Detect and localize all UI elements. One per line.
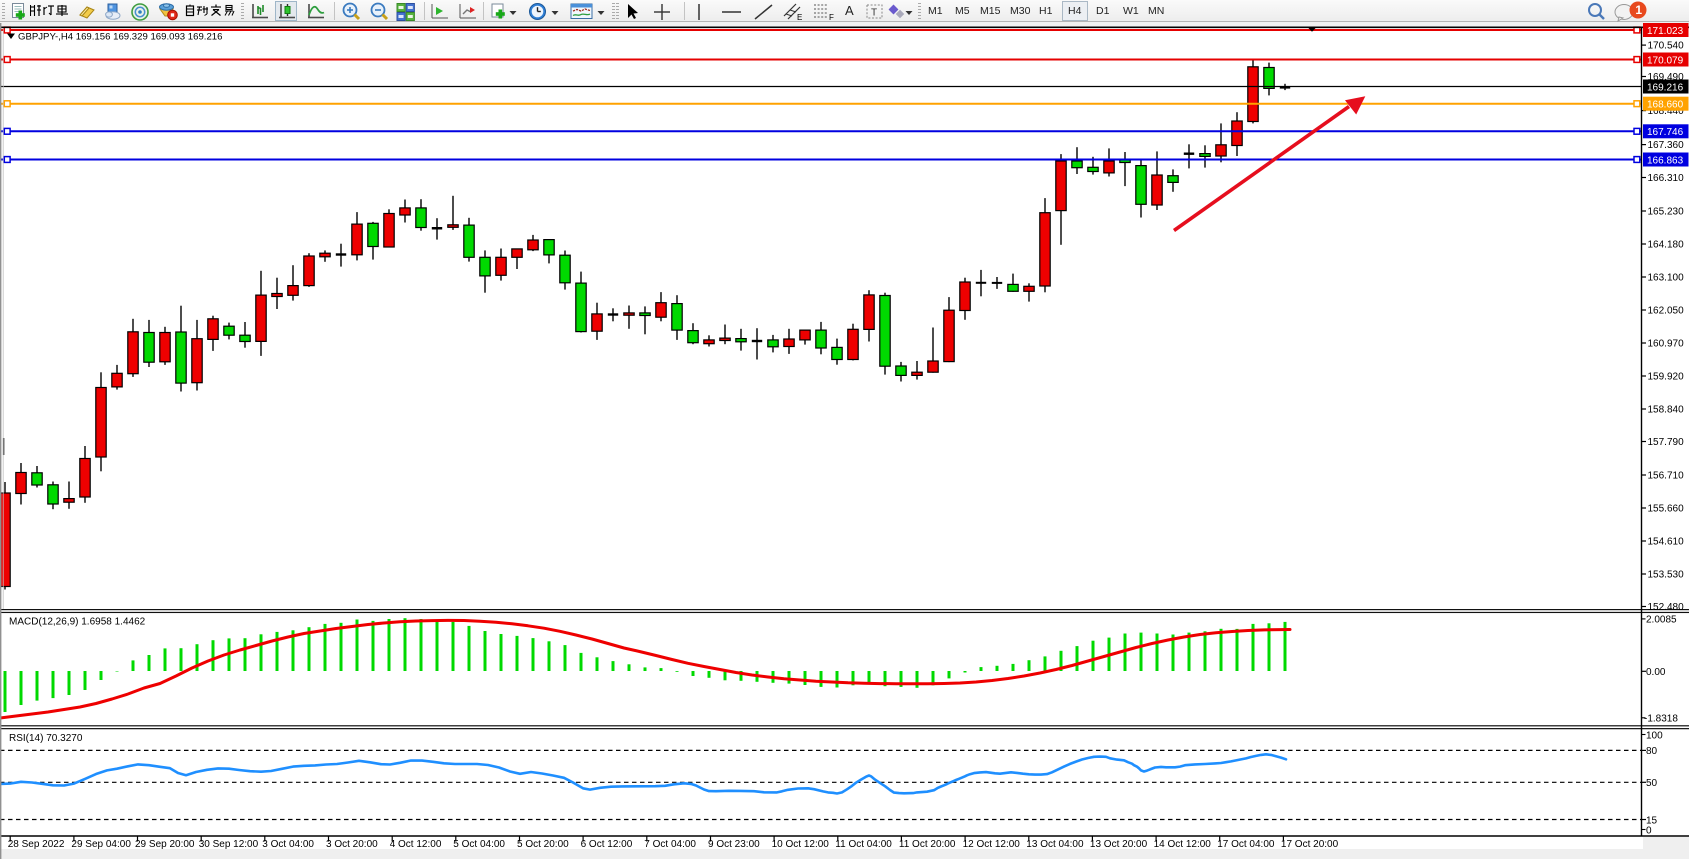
svg-text:28 Sep 2022: 28 Sep 2022: [8, 839, 65, 850]
svg-text:80: 80: [1646, 746, 1658, 757]
svg-text:5 Oct 04:00: 5 Oct 04:00: [453, 839, 505, 850]
svg-text:167.360: 167.360: [1648, 140, 1685, 151]
svg-text:168.440: 168.440: [1648, 106, 1685, 117]
svg-text:166.310: 166.310: [1648, 173, 1685, 184]
svg-text:29 Sep 20:00: 29 Sep 20:00: [135, 839, 195, 850]
svg-text:0: 0: [1646, 825, 1652, 836]
svg-text:15: 15: [1646, 815, 1658, 826]
svg-text:163.100: 163.100: [1648, 273, 1685, 284]
svg-text:50: 50: [1646, 778, 1658, 789]
svg-text:4 Oct 12:00: 4 Oct 12:00: [390, 839, 442, 850]
svg-text:155.660: 155.660: [1648, 504, 1685, 515]
svg-text:7 Oct 04:00: 7 Oct 04:00: [644, 839, 696, 850]
svg-text:13 Oct 20:00: 13 Oct 20:00: [1090, 839, 1148, 850]
svg-text:156.710: 156.710: [1648, 471, 1685, 482]
svg-text:MACD(12,26,9) 1.6958 1.4462: MACD(12,26,9) 1.6958 1.4462: [9, 617, 146, 628]
svg-text:E: E: [797, 13, 802, 22]
svg-text:162.050: 162.050: [1648, 306, 1685, 317]
svg-text:167.746: 167.746: [1647, 127, 1684, 138]
svg-text:5 Oct 20:00: 5 Oct 20:00: [517, 839, 569, 850]
svg-text:3 Oct 20:00: 3 Oct 20:00: [326, 839, 378, 850]
svg-text:164.180: 164.180: [1648, 240, 1685, 251]
svg-text:169.490: 169.490: [1648, 72, 1685, 83]
svg-text:3 Oct 04:00: 3 Oct 04:00: [262, 839, 314, 850]
svg-text:GBPJPY-,H4 169.156 169.329 16: GBPJPY-,H4 169.156 169.329 169.093 169.2…: [18, 32, 222, 43]
svg-text:170.540: 170.540: [1648, 41, 1685, 52]
svg-text:153.530: 153.530: [1648, 570, 1685, 581]
svg-text:100: 100: [1646, 730, 1663, 741]
svg-text:158.840: 158.840: [1648, 405, 1685, 416]
svg-text:2.0085: 2.0085: [1646, 615, 1677, 626]
svg-text:160.970: 160.970: [1648, 339, 1685, 350]
svg-text:13 Oct 04:00: 13 Oct 04:00: [1026, 839, 1084, 850]
svg-text:169.216: 169.216: [1647, 82, 1684, 93]
svg-text:11 Oct 20:00: 11 Oct 20:00: [899, 839, 956, 850]
svg-text:6 Oct 12:00: 6 Oct 12:00: [581, 839, 633, 850]
svg-text:1: 1: [1635, 3, 1642, 17]
svg-text:29 Sep 04:00: 29 Sep 04:00: [71, 839, 131, 850]
svg-text:166.863: 166.863: [1647, 155, 1684, 166]
svg-text:17 Oct 04:00: 17 Oct 04:00: [1217, 839, 1275, 850]
svg-text:159.920: 159.920: [1648, 372, 1685, 383]
svg-text:154.610: 154.610: [1648, 537, 1685, 548]
svg-text:12 Oct 12:00: 12 Oct 12:00: [963, 839, 1021, 850]
svg-text:T: T: [871, 7, 877, 18]
svg-text:F: F: [829, 13, 834, 22]
svg-text:30 Sep 12:00: 30 Sep 12:00: [199, 839, 259, 850]
svg-text:14 Oct 12:00: 14 Oct 12:00: [1154, 839, 1212, 850]
svg-text:171.023: 171.023: [1647, 26, 1684, 37]
svg-text:17 Oct 20:00: 17 Oct 20:00: [1281, 839, 1339, 850]
svg-text:170.079: 170.079: [1647, 55, 1684, 66]
svg-text:RSI(14) 70.3270: RSI(14) 70.3270: [9, 733, 83, 744]
svg-text:11 Oct 04:00: 11 Oct 04:00: [835, 839, 892, 850]
svg-text:152.480: 152.480: [1648, 602, 1685, 613]
svg-text:-1.8318: -1.8318: [1644, 714, 1678, 725]
svg-text:157.790: 157.790: [1648, 437, 1685, 448]
svg-text:10 Oct 12:00: 10 Oct 12:00: [772, 839, 830, 850]
svg-text:168.660: 168.660: [1647, 100, 1684, 111]
svg-text:9 Oct 23:00: 9 Oct 23:00: [708, 839, 760, 850]
svg-text:0.00: 0.00: [1646, 667, 1666, 678]
svg-text:165.230: 165.230: [1648, 207, 1685, 218]
